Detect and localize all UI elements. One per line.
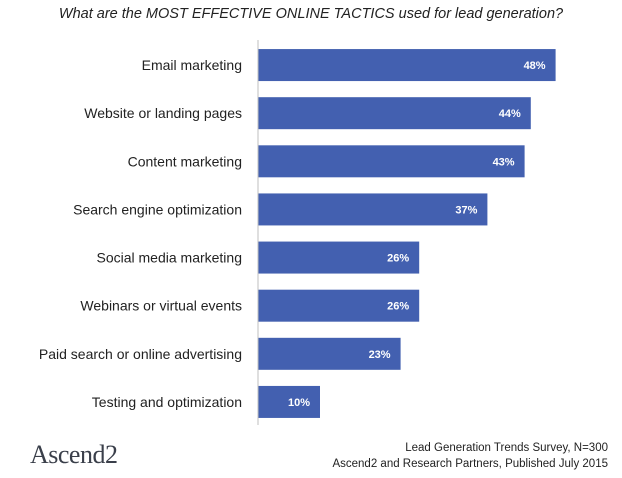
source-line-1: Lead Generation Trends Survey, N=300	[405, 442, 608, 454]
value-label: 10%	[288, 397, 310, 409]
bar	[258, 385, 320, 418]
category-label: Testing and optimization	[92, 394, 242, 410]
source-footer: Lead Generation Trends Survey, N=300 Asc…	[278, 440, 608, 472]
ascend2-logo: Ascend2	[30, 440, 118, 469]
chart-title: What are the MOST EFFECTIVE ONLINE TACTI…	[58, 6, 564, 22]
category-label: Social media marketing	[96, 250, 242, 266]
bar	[258, 193, 488, 226]
category-label: Content marketing	[128, 153, 242, 169]
bar	[258, 49, 556, 82]
source-line-2: Ascend2 and Research Partners, Published…	[332, 458, 608, 470]
category-label: Website or landing pages	[84, 105, 242, 121]
category-label: Email marketing	[142, 57, 242, 73]
bar	[258, 97, 531, 130]
category-label: Webinars or virtual events	[80, 298, 242, 314]
value-label: 37%	[455, 204, 477, 216]
value-label: 48%	[524, 60, 546, 72]
bar	[258, 289, 420, 322]
bar	[258, 241, 420, 274]
bars-group: Email marketing 48% Website or landing pag…	[39, 49, 556, 418]
value-label: 26%	[387, 301, 409, 313]
value-label: 44%	[499, 108, 521, 120]
value-label: 43%	[493, 156, 515, 168]
bar	[258, 337, 401, 370]
category-label: Paid search or online advertising	[39, 346, 242, 362]
value-label: 23%	[369, 349, 391, 361]
value-label: 26%	[387, 253, 409, 265]
category-label: Search engine optimization	[73, 201, 242, 217]
bar	[258, 145, 525, 178]
